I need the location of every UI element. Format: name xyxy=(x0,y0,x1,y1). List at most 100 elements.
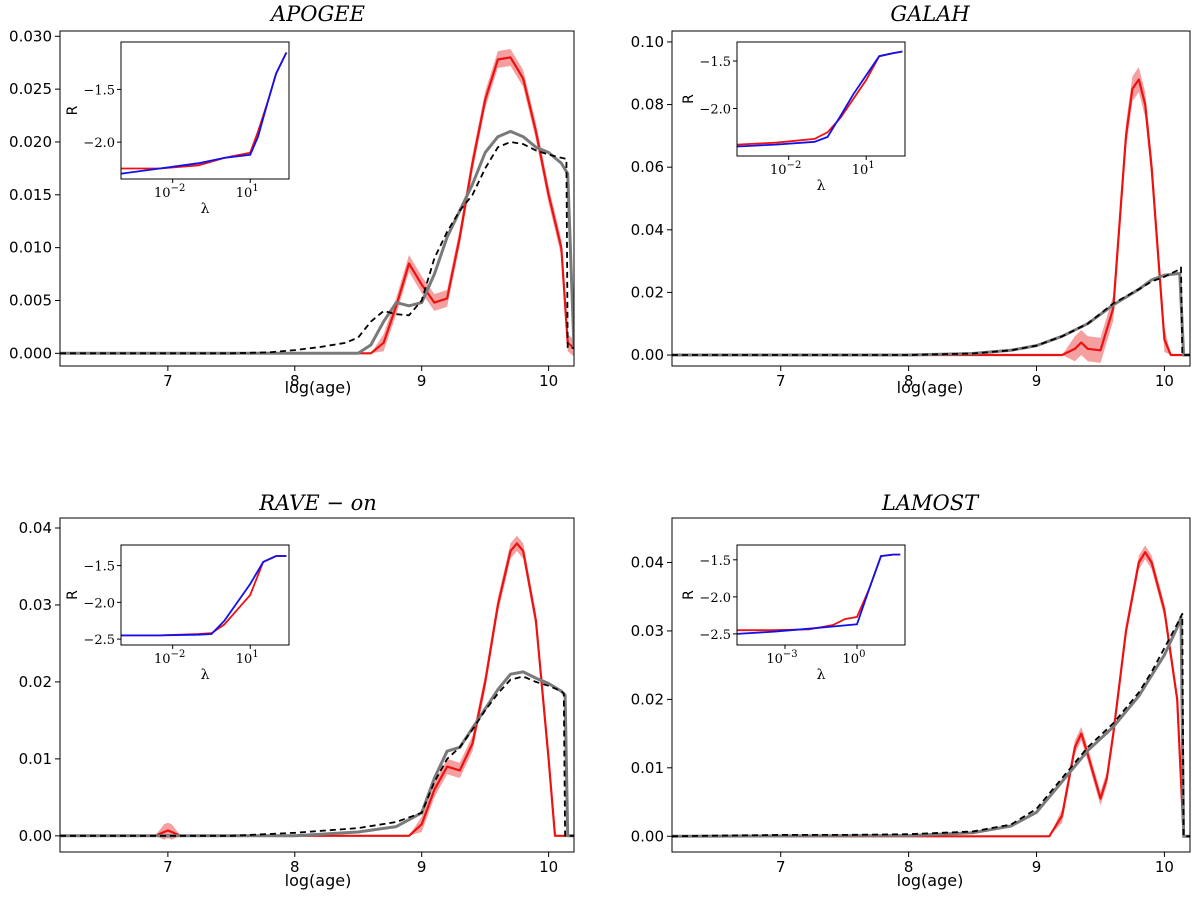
inset-y-tick-label: −2.0 xyxy=(83,596,115,611)
y-tick-label: 0.000 xyxy=(9,344,52,362)
inset: 10−2 101 −1.5 −2.0 λ R xyxy=(65,41,290,217)
inset-x-label: λ xyxy=(201,201,210,217)
inset-plot-area xyxy=(121,555,287,637)
inset-y-tick-label: −1.5 xyxy=(83,560,115,575)
inset-y-label: R xyxy=(65,105,81,115)
inset-frame xyxy=(120,544,290,646)
inset-y-tick-label: −1.5 xyxy=(83,83,115,98)
inset-y-label: R xyxy=(681,590,697,600)
inset-background xyxy=(121,545,289,645)
x-tick-label: 7 xyxy=(776,372,786,390)
plot-area xyxy=(60,49,574,357)
axes-frame xyxy=(671,30,1191,367)
series-grey-line xyxy=(672,615,1190,838)
inset-x-tick-exponent: −2 xyxy=(171,649,186,660)
inset-x-label: λ xyxy=(201,667,210,683)
inset-plot-area xyxy=(737,50,903,148)
inset-plot-area xyxy=(121,52,288,175)
x-tick-label: 8 xyxy=(290,372,300,390)
y-tick-label: 0.06 xyxy=(631,158,664,176)
inset-plot-area xyxy=(737,553,901,635)
inset-y-label: R xyxy=(681,94,697,104)
y-tick-label: 0.015 xyxy=(9,186,52,204)
inset-y-tick-label: −2.5 xyxy=(699,628,731,643)
inset-x-tick-label: 10−2 xyxy=(770,160,801,178)
x-tick-label: 8 xyxy=(904,372,914,390)
y-tick-label: 0.03 xyxy=(631,622,664,640)
y-tick-label: 0.00 xyxy=(631,827,664,845)
plot-area xyxy=(60,535,574,840)
inset-x-tick-label: 101 xyxy=(852,160,875,178)
inset-x-tick-exponent: −2 xyxy=(171,183,186,194)
y-tick-label: 0.020 xyxy=(9,133,52,151)
x-tick-label: 9 xyxy=(417,858,427,876)
y-tick-label: 0.03 xyxy=(19,596,52,614)
x-tick-label: 9 xyxy=(1032,372,1042,390)
x-axis-label: log(age) xyxy=(285,871,352,890)
y-tick-label: 0.02 xyxy=(631,283,664,301)
inset-y-tick-label: −2.0 xyxy=(83,136,115,151)
series-grey-line xyxy=(60,670,574,838)
x-tick-label: 7 xyxy=(163,858,173,876)
plot-area xyxy=(672,67,1190,363)
y-tick-label: 0.10 xyxy=(631,33,664,51)
panel-title: LAMOST xyxy=(881,491,980,515)
series-red-band xyxy=(60,535,574,840)
x-tick-label: 7 xyxy=(163,372,173,390)
x-tick-label: 7 xyxy=(776,858,786,876)
x-tick-label: 9 xyxy=(1032,858,1042,876)
inset-x-tick-exponent: 1 xyxy=(252,649,258,660)
series-black-dashed-line xyxy=(60,675,574,837)
inset-blue-line xyxy=(121,52,288,175)
inset-x-tick-label: 101 xyxy=(236,649,259,667)
panel-apogee: APOGEE 7 8 9 10 0.000 0.005 0.010 0.015 0.020 0.02… xyxy=(9,2,575,397)
inset-x-tick-label: 10−2 xyxy=(154,183,185,201)
inset: 10−2 101 −1.5 −2.0 λ R xyxy=(681,41,906,194)
inset-x-tick-label: 10−3 xyxy=(766,649,797,667)
y-tick-label: 0.02 xyxy=(19,673,52,691)
axes-frame xyxy=(671,517,1191,853)
inset-y-label: R xyxy=(65,590,81,600)
y-tick-label: 0.00 xyxy=(19,827,52,845)
inset-y-tick-label: −1.5 xyxy=(699,55,731,70)
inset-y-tick-label: −2.5 xyxy=(83,633,115,648)
inset-x-tick-label: 10−2 xyxy=(154,649,185,667)
series-black-dashed-line xyxy=(672,266,1190,356)
y-tick-label: 0.01 xyxy=(19,750,52,768)
plot-area xyxy=(672,545,1190,838)
inset-blue-line xyxy=(737,553,901,635)
inset-frame xyxy=(736,41,906,157)
inset-x-tick-label: 101 xyxy=(236,183,259,201)
panel-title: GALAH xyxy=(890,2,970,26)
y-tick-label: 0.04 xyxy=(631,553,664,571)
panel-rave-on: RAVE − on 7 8 9 10 0.00 0.01 0.02 0.03 0.04 log(ag… xyxy=(19,491,575,890)
x-tick-label: 8 xyxy=(290,858,300,876)
panel-title: RAVE − on xyxy=(258,491,377,515)
panel-galah: GALAH 7 8 9 10 0.00 0.02 0.04 0.06 0.08 0.10 log(ag… xyxy=(631,2,1191,397)
y-tick-label: 0.04 xyxy=(19,519,52,537)
x-tick-label: 10 xyxy=(539,858,558,876)
panel-title: APOGEE xyxy=(269,2,365,26)
y-tick-label: 0.010 xyxy=(9,239,52,257)
axes-frame xyxy=(59,30,575,367)
inset-blue-line xyxy=(737,50,903,148)
x-tick-label: 9 xyxy=(417,372,427,390)
inset-y-tick-label: −2.0 xyxy=(699,103,731,118)
inset: 10−3 100 −1.5 −2.0 −2.5 λ R xyxy=(681,544,906,683)
inset-frame xyxy=(120,41,290,180)
y-tick-label: 0.08 xyxy=(631,96,664,114)
x-tick-label: 8 xyxy=(904,858,914,876)
x-tick-label: 10 xyxy=(1155,858,1174,876)
inset-x-tick-exponent: 0 xyxy=(859,649,865,660)
x-tick-label: 10 xyxy=(539,372,558,390)
series-red-line xyxy=(60,542,574,837)
y-tick-label: 0.005 xyxy=(9,291,52,309)
inset-x-tick-exponent: 1 xyxy=(252,183,258,194)
series-grey-line xyxy=(60,129,574,355)
x-axis-label: log(age) xyxy=(897,378,964,397)
x-tick-label: 10 xyxy=(1155,372,1174,390)
series-red-line xyxy=(672,78,1190,357)
y-tick-label: 0.00 xyxy=(631,346,664,364)
inset-background xyxy=(121,42,289,179)
